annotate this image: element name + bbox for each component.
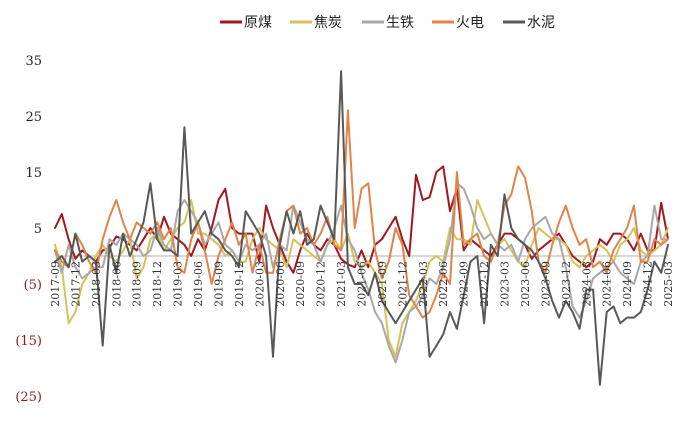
legend-item: 水泥 <box>503 15 555 31</box>
x-tick-label: 2024-06 <box>601 261 614 307</box>
x-tick-label: 2021-09 <box>376 261 389 307</box>
x-tick-label: 2023-09 <box>539 261 552 307</box>
x-tick-label: 2019-09 <box>212 261 225 307</box>
x-tick-label: 2022-12 <box>478 261 491 307</box>
legend-item: 火电 <box>432 15 484 31</box>
y-tick-label: 35 <box>25 54 42 69</box>
y-tick-label: 15 <box>25 166 42 181</box>
y-tick-label: (25) <box>15 390 42 405</box>
x-tick-label: 2024-03 <box>580 261 593 307</box>
x-tick-label: 2022-09 <box>458 261 471 307</box>
x-tick-label: 2021-12 <box>396 261 409 307</box>
x-tick-label: 2022-03 <box>417 261 430 307</box>
x-tick-label: 2020-12 <box>315 261 328 307</box>
legend-item: 原煤 <box>220 15 272 31</box>
x-tick-label: 2025-03 <box>662 261 675 307</box>
series-line-4 <box>54 70 669 386</box>
x-tick-label: 2018-09 <box>131 261 144 307</box>
x-tick-label: 2020-03 <box>253 261 266 307</box>
series-line-3 <box>54 109 669 319</box>
legend-label: 焦炭 <box>314 15 342 31</box>
y-tick-label: (5) <box>24 278 42 293</box>
x-tick-label: 2023-06 <box>519 261 532 307</box>
y-tick-label: 5 <box>34 222 42 237</box>
legend: 原煤 焦炭 生铁 火电 水泥 <box>220 15 555 31</box>
x-tick-label: 2023-03 <box>499 261 512 307</box>
x-tick-label: 2020-09 <box>294 261 307 307</box>
x-tick-label: 2021-03 <box>335 261 348 307</box>
x-tick-label: 2017-09 <box>49 261 62 307</box>
y-tick-label: 25 <box>25 110 42 125</box>
x-tick-label: 2018-03 <box>90 261 103 307</box>
x-tick-label: 2024-12 <box>642 261 655 307</box>
y-axis: 35 25 15 5 (5) (15) (25) <box>15 54 42 405</box>
y-tick-label: (15) <box>15 334 42 349</box>
series-line-2 <box>54 182 669 364</box>
x-tick-label: 2020-06 <box>274 261 287 307</box>
legend-item: 焦炭 <box>290 15 342 31</box>
x-tick-label: 2023-12 <box>560 261 573 307</box>
x-tick-label: 2021-06 <box>356 261 369 307</box>
series-lines <box>54 70 669 386</box>
x-tick-label: 2017-12 <box>69 261 82 307</box>
x-tick-label: 2019-03 <box>172 261 185 307</box>
x-tick-label: 2018-06 <box>110 261 123 307</box>
legend-label: 水泥 <box>527 15 555 31</box>
legend-label: 生铁 <box>386 15 414 31</box>
x-tick-label: 2022-06 <box>437 261 450 307</box>
x-tick-label: 2019-06 <box>192 261 205 307</box>
x-tick-label: 2019-12 <box>233 261 246 307</box>
x-tick-label: 2018-12 <box>151 261 164 307</box>
x-axis: 2017-09 2017-12 2018-03 2018-06 2018-09 2018-… <box>49 261 675 307</box>
legend-item: 生铁 <box>362 15 414 31</box>
legend-label: 火电 <box>456 15 484 31</box>
legend-label: 原煤 <box>244 15 272 31</box>
x-tick-label: 2024-09 <box>621 261 634 307</box>
